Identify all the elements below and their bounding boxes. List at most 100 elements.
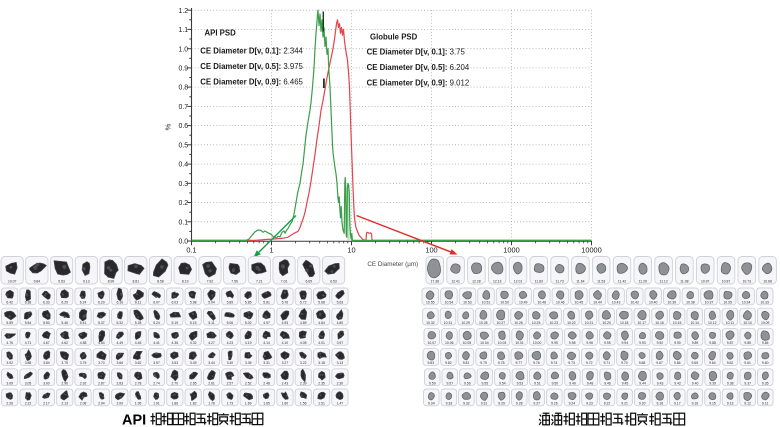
svg-text:10.50: 10.50 [500,301,509,305]
svg-text:10.33: 10.33 [760,301,769,305]
svg-text:3.92: 3.92 [6,361,13,365]
svg-text:11.42: 11.42 [618,280,626,284]
svg-text:9.26: 9.26 [551,402,558,406]
svg-text:1.47: 1.47 [337,402,344,406]
svg-text:10.06: 10.06 [445,341,454,345]
svg-text:9.72: 9.72 [586,361,593,365]
svg-text:2.52: 2.52 [245,381,252,385]
svg-text:3.44: 3.44 [208,361,215,365]
svg-text:10.73: 10.73 [743,280,752,284]
svg-text:CE Diameter D[v, 0.1]: 3.75: CE Diameter D[v, 0.1]: 3.75 [367,48,466,57]
svg-text:9.13: 9.13 [83,280,90,284]
svg-text:0.2: 0.2 [179,200,189,207]
svg-text:5.19: 5.19 [171,321,178,325]
svg-text:2.65: 2.65 [190,381,197,385]
svg-text:1.60: 1.60 [282,402,289,406]
svg-text:10.28: 10.28 [479,321,488,325]
svg-text:12.13: 12.13 [493,280,502,284]
svg-text:2.92: 2.92 [80,381,87,385]
svg-text:12.01: 12.01 [514,280,523,284]
svg-text:9.81: 9.81 [463,361,470,365]
svg-text:10.34: 10.34 [742,301,751,305]
svg-text:9.22: 9.22 [604,402,611,406]
svg-text:9.88: 9.88 [709,341,716,345]
svg-text:9.43: 9.43 [657,381,664,385]
svg-text:9.96: 9.96 [586,341,593,345]
svg-text:1.73: 1.73 [227,402,234,406]
svg-text:3.09: 3.09 [6,381,13,385]
svg-text:10.07: 10.07 [8,280,17,284]
svg-text:11.83: 11.83 [535,280,543,284]
svg-text:3.79: 3.79 [61,361,68,365]
svg-text:9.82: 9.82 [445,361,452,365]
svg-text:9.11: 9.11 [762,402,768,406]
svg-text:9.27: 9.27 [533,402,540,406]
svg-text:9.68: 9.68 [639,361,646,365]
svg-text:2.35: 2.35 [318,381,325,385]
svg-text:6.65: 6.65 [305,280,312,284]
svg-text:10.20: 10.20 [602,321,611,325]
svg-text:0.0: 0.0 [179,239,189,246]
svg-text:0.3: 0.3 [179,181,189,188]
svg-text:1.65: 1.65 [263,402,270,406]
svg-text:5.76: 5.76 [282,301,289,305]
svg-text:9.56: 9.56 [464,381,471,385]
svg-text:4.49: 4.49 [116,341,123,345]
svg-text:9.42: 9.42 [674,381,681,385]
svg-text:5.72: 5.72 [300,301,307,305]
svg-text:0.1: 0.1 [179,219,189,226]
svg-text:9.39: 9.39 [709,381,716,385]
svg-text:2.83: 2.83 [116,381,123,385]
svg-text:6.53: 6.53 [330,280,337,284]
svg-text:4.01: 4.01 [318,341,325,345]
svg-text:6.33: 6.33 [43,301,50,305]
svg-text:5.24: 5.24 [153,321,160,325]
svg-text:9.78: 9.78 [498,361,505,365]
svg-text:9.67: 9.67 [656,361,663,365]
svg-text:2.39: 2.39 [300,381,307,385]
svg-text:3.97: 3.97 [337,341,344,345]
svg-text:10.32: 10.32 [426,321,435,325]
svg-text:4.71: 4.71 [25,341,32,345]
svg-text:9.92: 9.92 [657,341,664,345]
svg-text:10.97: 10.97 [701,280,710,284]
svg-text:5.11: 5.11 [208,321,214,325]
svg-text:100: 100 [425,246,437,255]
svg-text:4.97: 4.97 [263,321,270,325]
svg-text:9.95: 9.95 [604,341,611,345]
svg-text:10.23: 10.23 [550,321,559,325]
svg-text:11.12: 11.12 [659,280,667,284]
svg-text:4.76: 4.76 [6,341,13,345]
svg-text:1.86: 1.86 [171,402,178,406]
svg-text:5.98: 5.98 [190,301,197,305]
svg-text:4.23: 4.23 [227,341,234,345]
svg-text:6.07: 6.07 [153,301,160,305]
svg-text:5.63: 5.63 [337,301,344,305]
svg-text:0.4: 0.4 [179,162,189,169]
svg-text:1.91: 1.91 [153,402,160,406]
svg-text:5.59: 5.59 [6,321,13,325]
svg-text:9.18: 9.18 [656,402,663,406]
svg-text:Globule PSD: Globule PSD [370,33,418,42]
svg-text:9.23: 9.23 [586,402,593,406]
svg-text:3.22: 3.22 [300,361,307,365]
svg-text:10.01: 10.01 [515,341,524,345]
svg-text:10.15: 10.15 [673,321,682,325]
svg-text:CE Diameter D[v, 0.9]: 6.465: CE Diameter D[v, 0.9]: 6.465 [200,78,303,87]
svg-text:9.34: 9.34 [428,402,435,406]
svg-text:9.59: 9.59 [429,381,436,385]
svg-text:CE Diameter D[v, 0.1]: 2.344: CE Diameter D[v, 0.1]: 2.344 [200,47,303,56]
svg-text:2.96: 2.96 [61,381,68,385]
svg-text:9.74: 9.74 [551,361,558,365]
svg-text:9.84: 9.84 [34,280,41,284]
svg-text:3.05: 3.05 [25,381,32,385]
svg-text:10.31: 10.31 [444,321,453,325]
svg-text:9.32: 9.32 [463,402,470,406]
svg-text:9.57: 9.57 [446,381,453,385]
svg-text:9.54: 9.54 [499,381,506,385]
svg-text:4.89: 4.89 [300,321,307,325]
svg-text:1.0: 1.0 [179,46,189,53]
svg-text:2.57: 2.57 [227,381,234,385]
svg-text:0.8: 0.8 [179,85,189,92]
svg-text:3.84: 3.84 [43,361,50,365]
